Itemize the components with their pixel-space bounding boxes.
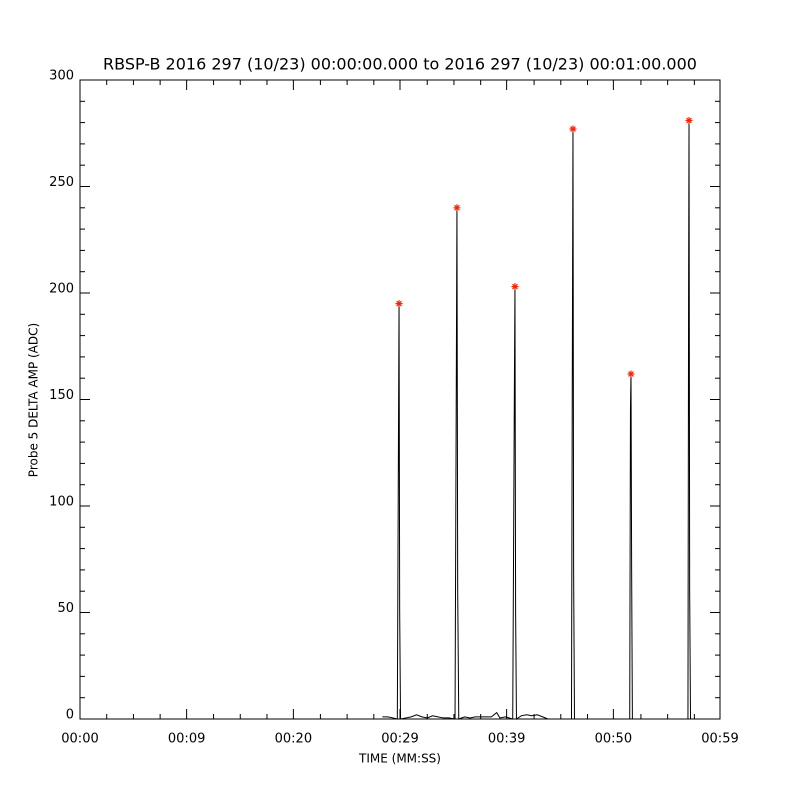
peak-marker: [453, 204, 461, 212]
x-tick-label: 00:39: [488, 732, 525, 747]
x-tick-label: 00:20: [275, 732, 312, 747]
x-tick-label: 00:09: [168, 732, 205, 747]
y-tick-label: 50: [57, 601, 74, 616]
peak-marker: [685, 116, 693, 124]
y-tick-label: 250: [49, 175, 74, 190]
peak-marker: [395, 300, 403, 308]
chart-title: RBSP-B 2016 297 (10/23) 00:00:00.000 to …: [103, 55, 697, 74]
data-line: [382, 120, 692, 720]
x-axis-label: TIME (MM:SS): [358, 752, 441, 766]
y-tick-label: 150: [49, 388, 74, 403]
y-tick-label: 0: [66, 708, 74, 723]
peak-marker: [569, 125, 577, 133]
y-axis-label: Probe 5 DELTA AMP (ADC): [27, 323, 41, 477]
x-tick-label: 00:59: [701, 732, 738, 747]
x-tick-label: 00:50: [595, 732, 632, 747]
y-tick-label: 200: [49, 282, 74, 297]
x-tick-label: 00:29: [381, 732, 418, 747]
y-tick-label: 300: [49, 69, 74, 84]
x-tick-label: 00:00: [61, 732, 98, 747]
peak-marker: [511, 283, 519, 291]
y-tick-label: 100: [49, 495, 74, 510]
peak-marker: [627, 370, 635, 378]
